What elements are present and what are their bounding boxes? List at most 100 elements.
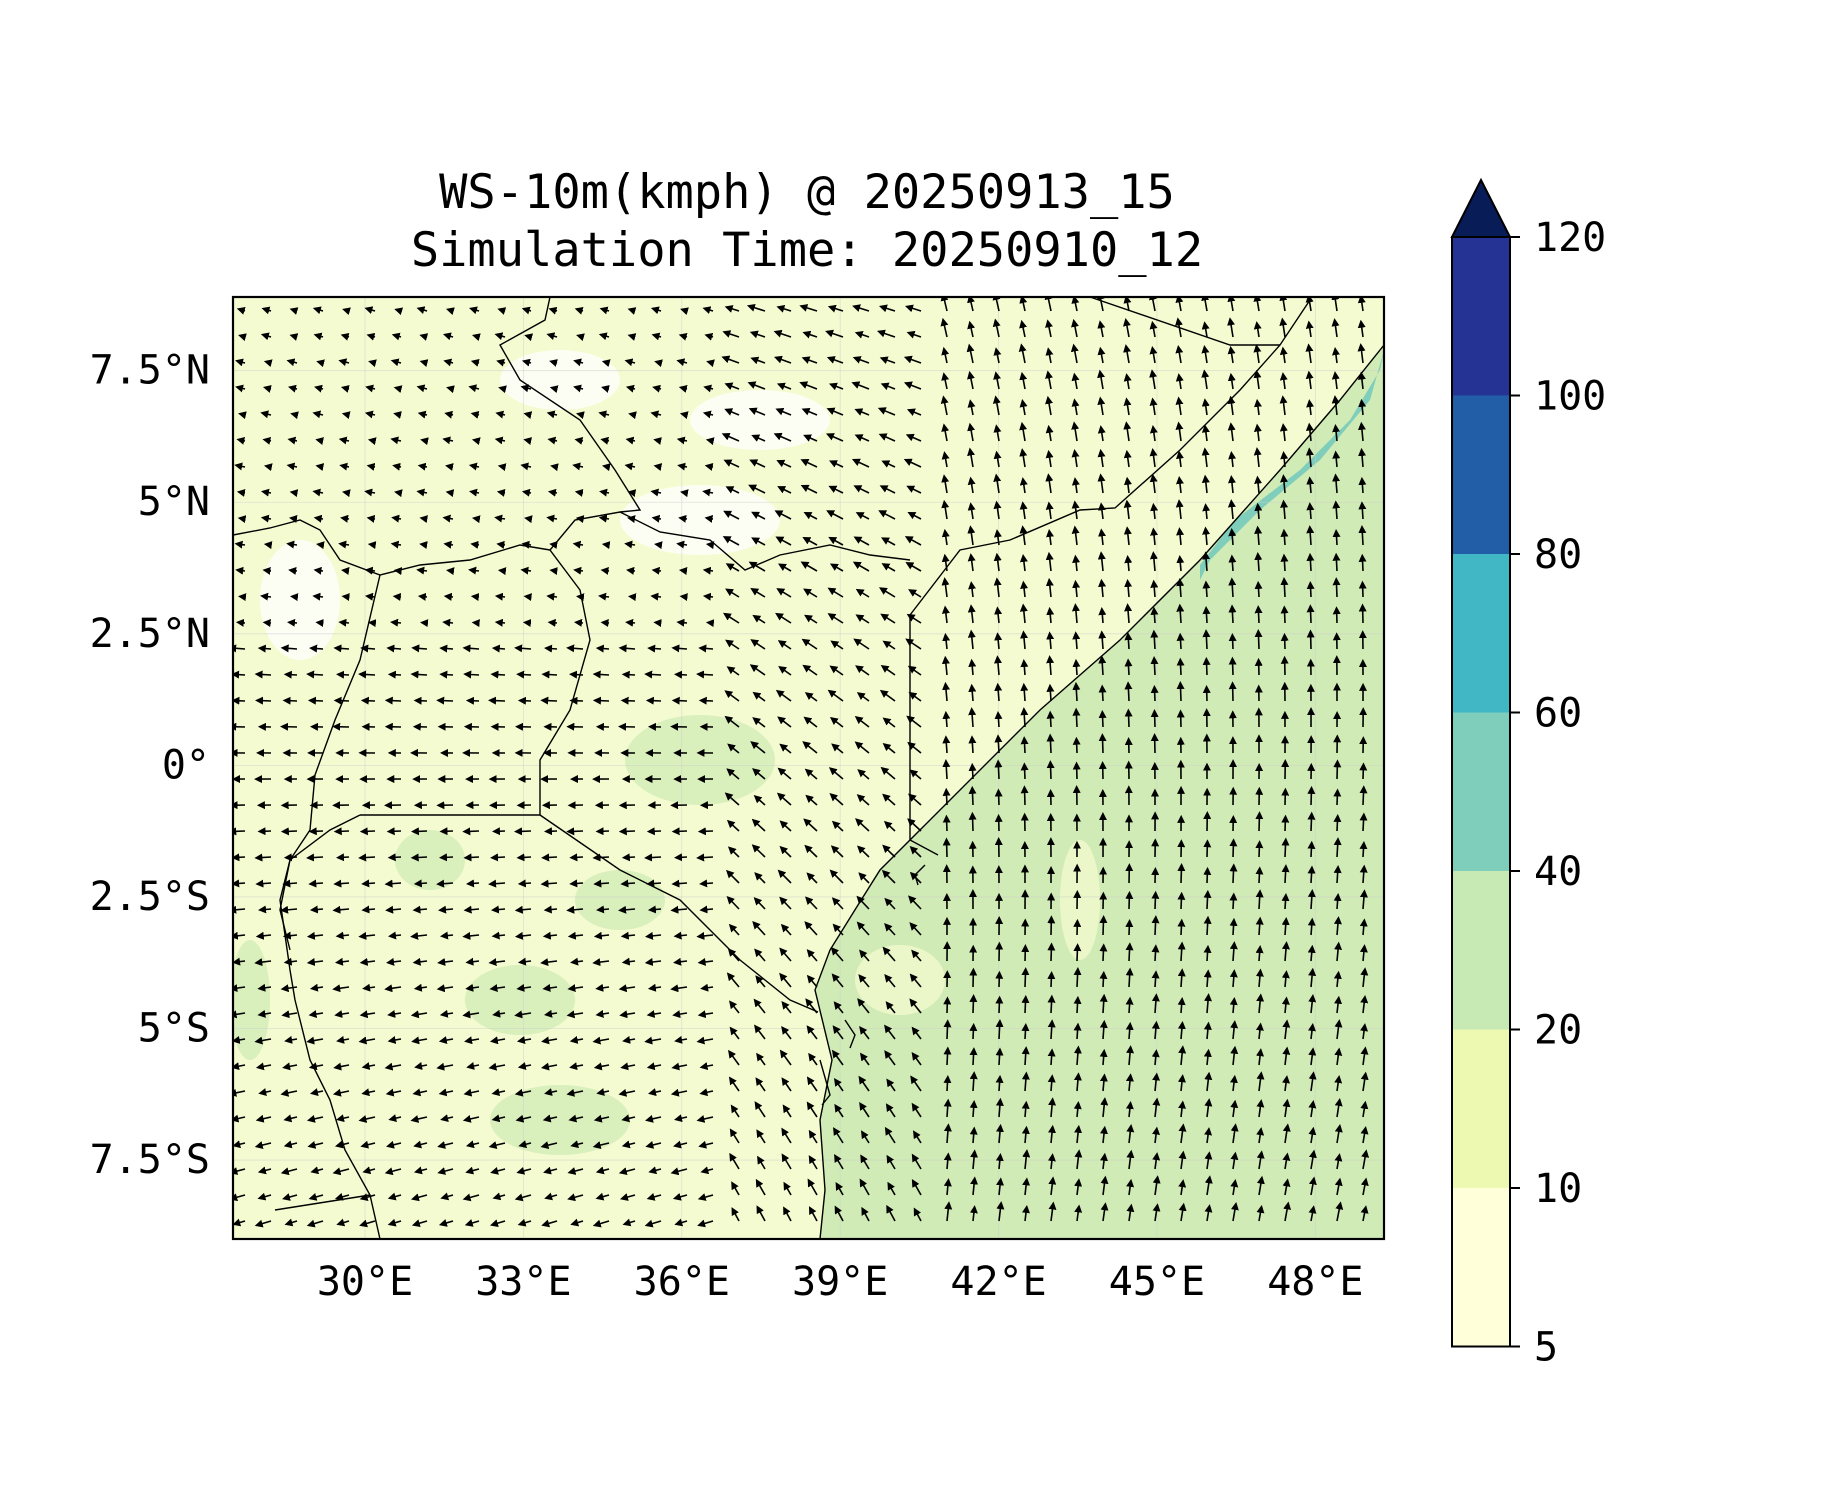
arrow-icon: [1254, 502, 1263, 520]
arrow-icon: [361, 1062, 376, 1070]
arrow-icon: [754, 1024, 766, 1040]
arrow-icon: [994, 759, 1003, 780]
arrow-icon: [808, 1052, 818, 1066]
arrow-icon: [387, 1009, 402, 1018]
arrow-icon: [697, 1010, 714, 1019]
arrow-icon: [1073, 1072, 1082, 1092]
arrow-icon: [312, 488, 324, 497]
arrow-icon: [1177, 863, 1186, 884]
arrow-icon: [1123, 297, 1132, 312]
arrow-icon: [1151, 1049, 1160, 1066]
arrow-icon: [1229, 838, 1238, 858]
arrow-icon: [651, 514, 662, 523]
arrow-icon: [728, 1049, 740, 1066]
arrow-icon: [540, 879, 558, 888]
arrow-icon: [445, 489, 455, 498]
arrow-icon: [884, 897, 896, 910]
arrow-icon: [414, 1062, 428, 1070]
speed-patch: [1060, 840, 1100, 960]
arrow-icon: [995, 1019, 1004, 1040]
arrow-icon: [725, 486, 740, 494]
arrow-icon: [1073, 1045, 1082, 1066]
arrow-icon: [306, 1114, 324, 1123]
arrow-icon: [1253, 398, 1262, 416]
arrow-icon: [941, 474, 950, 494]
arrow-icon: [644, 853, 662, 862]
arrow-icon: [233, 1035, 246, 1044]
arrow-icon: [573, 358, 584, 367]
arrow-icon: [1358, 553, 1367, 572]
arrow-icon: [1071, 449, 1080, 468]
arrow-icon: [829, 563, 844, 572]
arrow-icon: [1125, 942, 1134, 962]
arrow-icon: [618, 827, 636, 836]
arrow-icon: [1360, 1071, 1369, 1092]
arrow-icon: [254, 1036, 272, 1045]
arrow-icon: [340, 332, 350, 341]
arrow-icon: [755, 1077, 766, 1092]
speed-patch: [855, 945, 945, 1015]
arrow-icon: [1279, 297, 1288, 312]
wind-vector-field: [233, 297, 1370, 1228]
arrow-icon: [725, 563, 740, 572]
arrow-icon: [1202, 503, 1211, 520]
arrow-icon: [1177, 891, 1186, 910]
arrow-icon: [1124, 578, 1133, 598]
arrow-icon: [755, 975, 766, 988]
arrow-icon: [1099, 943, 1108, 962]
latitude-axis: 7.5°N 5°N 2.5°N 0° 2.5°S 5°S 7.5°S: [90, 348, 210, 1183]
arrow-icon: [572, 540, 584, 549]
arrow-icon: [993, 347, 1002, 364]
arrow-icon: [523, 411, 533, 419]
arrow-icon: [316, 359, 325, 368]
arrow-icon: [336, 853, 350, 862]
arrow-icon: [494, 332, 506, 341]
arrow-icon: [855, 665, 870, 676]
arrow-icon: [1306, 525, 1315, 546]
arrow-icon: [1098, 607, 1107, 624]
arrow-icon: [334, 1010, 350, 1019]
map-title: WS-10m(kmph) @ 20250913_15: [439, 165, 1175, 220]
arrow-icon: [1125, 1100, 1134, 1118]
arrow-icon: [855, 512, 870, 520]
arrow-icon: [886, 1078, 896, 1092]
arrow-icon: [280, 984, 298, 993]
arrow-icon: [750, 741, 766, 754]
arrow-icon: [334, 1140, 350, 1149]
arrow-icon: [1047, 1048, 1056, 1066]
arrow-icon: [644, 931, 662, 940]
arrow-icon: [595, 1009, 610, 1018]
arrow-icon: [620, 879, 636, 888]
arrow-icon: [517, 879, 532, 888]
arrow-icon: [670, 905, 688, 914]
arrow-icon: [1073, 967, 1082, 988]
arrow-icon: [884, 1050, 896, 1066]
colorbar-tick-label: 100: [1534, 374, 1606, 420]
arrow-icon: [498, 385, 507, 394]
arrow-icon: [308, 1010, 324, 1018]
arrow-icon: [906, 613, 922, 624]
arrow-icon: [654, 541, 663, 550]
arrow-icon: [878, 433, 896, 442]
arrow-icon: [1149, 397, 1158, 416]
arrow-icon: [1098, 578, 1107, 598]
arrow-icon: [546, 592, 558, 601]
arrow-icon: [726, 972, 740, 988]
arrow-icon: [1150, 606, 1159, 624]
arrow-icon: [1282, 1046, 1291, 1066]
arrow-icon: [567, 931, 584, 940]
arrow-icon: [361, 1088, 376, 1097]
arrow-icon: [907, 665, 922, 676]
arrow-icon: [1308, 1100, 1317, 1118]
arrow-icon: [283, 853, 298, 862]
arrow-icon: [442, 436, 454, 445]
arrow-icon: [751, 434, 766, 442]
arrow-icon: [489, 984, 506, 993]
arrow-icon: [727, 948, 740, 962]
arrow-icon: [992, 318, 1001, 338]
arrow-icon: [618, 1088, 636, 1097]
arrow-icon: [471, 333, 481, 342]
arrow-icon: [1073, 1022, 1082, 1040]
arrow-icon: [1253, 344, 1262, 364]
arrow-icon: [1149, 345, 1158, 364]
